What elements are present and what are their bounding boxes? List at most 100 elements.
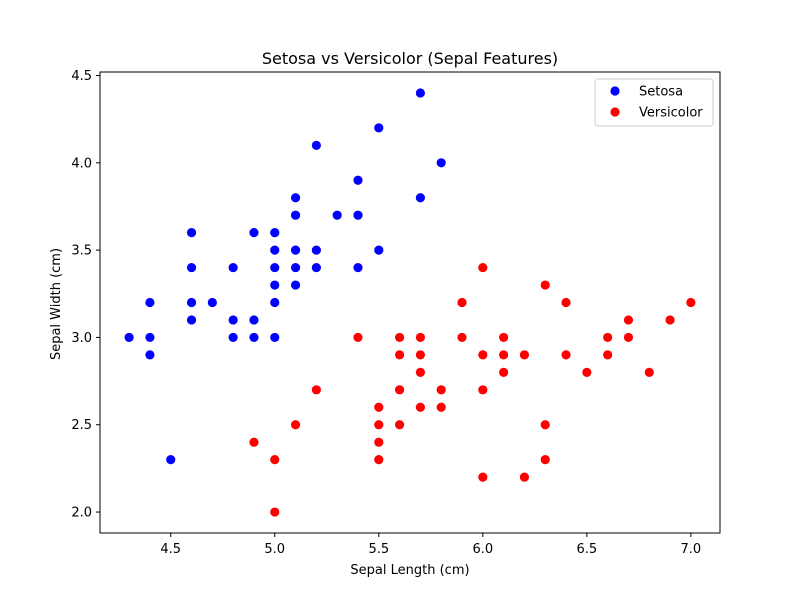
point-setosa-1 (145, 297, 155, 308)
point-versicolor-43 (686, 297, 696, 308)
point-versicolor-39 (623, 315, 634, 325)
point-setosa-5 (186, 228, 197, 238)
point-setosa-29 (311, 262, 321, 273)
point-setosa-11 (228, 315, 238, 325)
point-versicolor-20 (457, 297, 467, 308)
point-versicolor-0 (249, 437, 259, 447)
point-setosa-3 (145, 350, 155, 360)
legend-marker-versicolor (610, 107, 620, 117)
point-setosa-23 (290, 210, 301, 220)
point-versicolor-33 (540, 455, 550, 465)
chart-title: Setosa vs Versicolor (Sepal Features) (262, 49, 558, 68)
legend: Setosa Versicolor (594, 78, 714, 127)
y-tick-label-2: 3.0 (71, 331, 92, 346)
point-versicolor-22 (478, 262, 488, 273)
y-tick-label-1: 2.5 (71, 418, 92, 433)
point-setosa-15 (249, 332, 259, 343)
point-setosa-18 (270, 262, 280, 273)
axes-layer: 4.5 5.0 5.5 6.0 6.5 7.0 2.0 2.5 3.0 3.5 4.0 4.5 (71, 69, 721, 557)
x-tick-label-4: 6.5 (577, 542, 598, 557)
point-setosa-25 (290, 262, 301, 273)
point-versicolor-37 (603, 332, 613, 343)
point-versicolor-36 (582, 367, 592, 377)
point-setosa-13 (249, 228, 259, 238)
point-setosa-12 (228, 332, 238, 343)
point-versicolor-38 (603, 350, 613, 360)
point-versicolor-27 (499, 350, 509, 360)
point-versicolor-18 (436, 385, 446, 395)
y-tick-label-0: 2.0 (71, 506, 92, 521)
point-versicolor-41 (644, 367, 654, 377)
y-tick-label-5: 4.5 (71, 69, 92, 84)
point-versicolor-5 (353, 332, 363, 343)
point-setosa-33 (353, 262, 363, 273)
legend-marker-setosa (610, 86, 620, 96)
point-setosa-6 (186, 262, 197, 273)
point-setosa-16 (270, 228, 280, 238)
point-setosa-14 (249, 315, 259, 325)
point-versicolor-12 (394, 385, 405, 395)
point-versicolor-26 (499, 332, 509, 343)
y-tick-label-4: 4.0 (71, 156, 92, 171)
point-versicolor-6 (374, 402, 384, 412)
y-tick-label-3: 3.5 (71, 244, 92, 259)
point-setosa-8 (186, 315, 197, 325)
point-versicolor-16 (415, 367, 426, 377)
point-setosa-37 (415, 193, 426, 203)
point-versicolor-29 (519, 350, 530, 360)
point-versicolor-35 (561, 350, 571, 360)
plot-frame (99, 71, 721, 534)
points-layer (124, 88, 696, 517)
point-versicolor-32 (540, 420, 550, 430)
point-setosa-22 (290, 193, 301, 203)
x-axis-label: Sepal Length (cm) (350, 563, 469, 578)
point-setosa-2 (145, 332, 155, 343)
point-setosa-19 (270, 280, 280, 290)
point-versicolor-28 (499, 367, 509, 377)
point-versicolor-31 (540, 280, 550, 290)
point-versicolor-1 (270, 455, 280, 465)
point-versicolor-4 (311, 385, 321, 395)
x-tick-label-2: 5.5 (368, 542, 389, 557)
point-versicolor-2 (270, 507, 280, 517)
point-setosa-4 (166, 455, 176, 465)
point-versicolor-24 (478, 385, 488, 395)
legend-box (594, 78, 714, 127)
x-tick-label-3: 6.0 (472, 542, 493, 557)
point-setosa-26 (290, 280, 301, 290)
point-versicolor-21 (457, 332, 467, 343)
point-setosa-21 (270, 332, 280, 343)
point-setosa-7 (186, 297, 197, 308)
point-setosa-28 (311, 245, 321, 255)
legend-label-setosa: Setosa (639, 85, 683, 100)
point-setosa-38 (436, 158, 446, 168)
point-versicolor-34 (561, 297, 571, 308)
point-versicolor-19 (436, 402, 446, 412)
point-versicolor-10 (394, 332, 405, 343)
point-setosa-27 (311, 140, 321, 150)
point-setosa-32 (353, 210, 363, 220)
point-versicolor-11 (394, 350, 405, 360)
point-setosa-35 (374, 245, 384, 255)
point-setosa-9 (207, 297, 217, 308)
point-setosa-0 (124, 332, 134, 343)
point-setosa-10 (228, 262, 238, 273)
point-versicolor-8 (374, 437, 384, 447)
point-versicolor-40 (623, 332, 634, 343)
point-versicolor-30 (519, 472, 530, 482)
point-versicolor-3 (290, 420, 301, 430)
point-versicolor-42 (665, 315, 675, 325)
point-versicolor-15 (415, 350, 426, 360)
legend-label-versicolor: Versicolor (639, 106, 703, 121)
point-setosa-31 (353, 175, 363, 185)
point-setosa-30 (332, 210, 342, 220)
point-versicolor-14 (415, 332, 426, 343)
point-versicolor-25 (478, 472, 488, 482)
point-setosa-17 (270, 245, 280, 255)
point-setosa-36 (415, 88, 426, 98)
point-versicolor-17 (415, 402, 426, 412)
x-tick-label-0: 4.5 (160, 542, 181, 557)
point-setosa-34 (374, 123, 384, 133)
point-setosa-24 (290, 245, 301, 255)
